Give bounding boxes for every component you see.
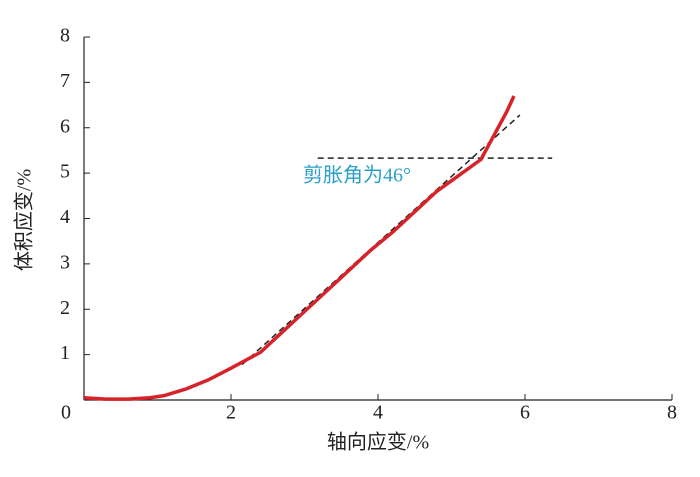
y-tick-label: 7 <box>60 70 70 92</box>
y-tick-label: 4 <box>60 206 70 228</box>
data-line <box>83 95 516 401</box>
x-tick-label: 0 <box>61 402 71 424</box>
x-tick-label: 4 <box>373 402 383 424</box>
x-tick-label: 2 <box>226 402 236 424</box>
y-tick-label: 1 <box>60 342 70 364</box>
x-tick-label: 8 <box>667 402 677 424</box>
x-tick-label: 6 <box>520 402 530 424</box>
y-tick-label: 5 <box>60 161 70 183</box>
reference-line <box>241 114 521 366</box>
x-axis-label: 轴向应变/% <box>327 431 429 454</box>
y-tick-label: 2 <box>60 297 70 319</box>
annotation: 剪胀角为46° <box>303 164 411 187</box>
y-tick-label: 3 <box>60 251 70 273</box>
y-axis-label: 体积应变/% <box>13 169 36 271</box>
y-tick-label: 6 <box>60 115 70 137</box>
y-tick-label: 8 <box>60 25 70 47</box>
